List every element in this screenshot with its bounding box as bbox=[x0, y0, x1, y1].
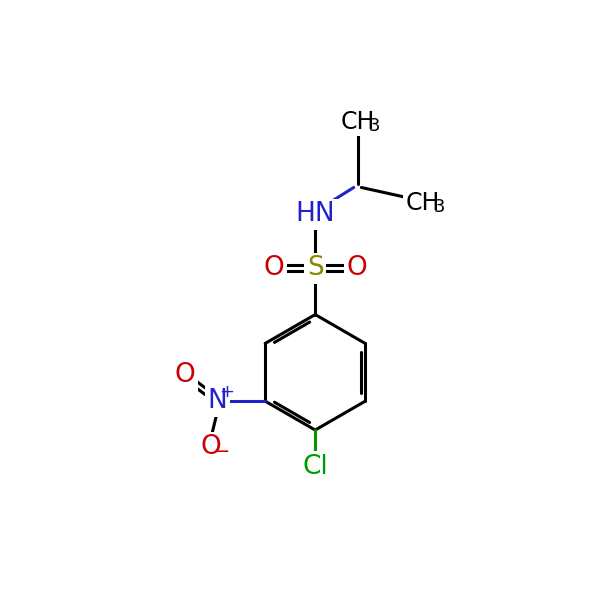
Text: Cl: Cl bbox=[302, 454, 328, 480]
Text: HN: HN bbox=[295, 202, 335, 227]
Text: 3: 3 bbox=[368, 117, 380, 135]
Text: N: N bbox=[208, 388, 227, 414]
Text: CH: CH bbox=[406, 191, 440, 215]
Text: S: S bbox=[307, 256, 323, 281]
Text: +: + bbox=[219, 383, 234, 401]
Text: O: O bbox=[175, 362, 196, 388]
Text: O: O bbox=[201, 434, 221, 460]
Text: 3: 3 bbox=[434, 198, 445, 216]
Text: O: O bbox=[346, 256, 367, 281]
Text: O: O bbox=[263, 256, 284, 281]
Text: CH: CH bbox=[340, 110, 375, 134]
Text: −: − bbox=[214, 442, 230, 461]
